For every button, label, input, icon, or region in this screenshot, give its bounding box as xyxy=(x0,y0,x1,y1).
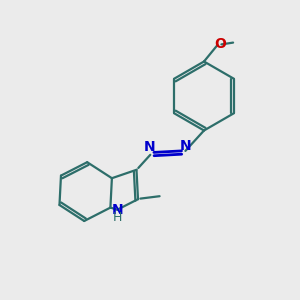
Text: N: N xyxy=(180,139,192,152)
Text: H: H xyxy=(113,211,123,224)
Text: N: N xyxy=(112,203,124,217)
Text: N: N xyxy=(144,140,155,154)
Text: O: O xyxy=(214,37,226,51)
